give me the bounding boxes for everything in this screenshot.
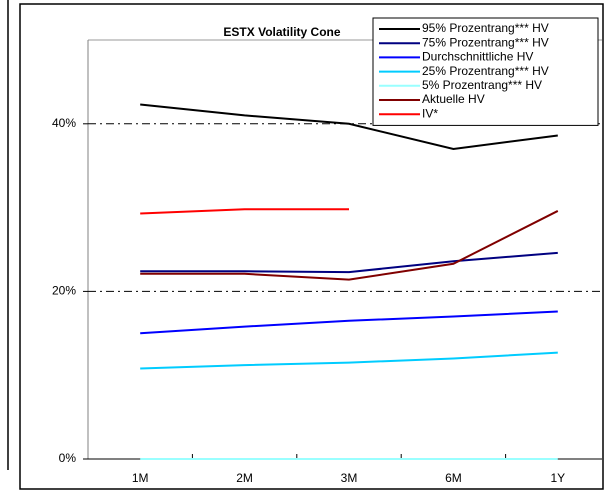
chart-title: ESTX Volatility Cone: [223, 25, 340, 39]
series-line: [140, 351, 558, 370]
legend-label: Aktuelle HV: [422, 92, 485, 106]
x-tick-label: 2M: [236, 471, 253, 485]
y-tick-label: 0%: [59, 451, 77, 465]
legend-label: 5% Prozentrang*** HV: [422, 78, 542, 92]
x-tick-label: 1M: [132, 471, 149, 485]
x-tick-label: 6M: [445, 471, 462, 485]
x-tick-label: 3M: [341, 471, 358, 485]
series-line: [140, 208, 349, 215]
legend-label: 95% Prozentrang*** HV: [422, 21, 549, 35]
y-tick-label: 20%: [52, 284, 76, 298]
y-tick-label: 40%: [52, 116, 76, 130]
series-line: [140, 210, 559, 281]
series-line: [140, 310, 558, 335]
legend-label: 75% Prozentrang*** HV: [422, 35, 549, 49]
plot-area: 0% 20% 40% 1M 2M 3M 6M 1Y: [52, 39, 602, 485]
legend-label: Durchschnittliche HV: [422, 50, 533, 64]
series-line: [140, 103, 558, 150]
legend-label: 25% Prozentrang*** HV: [422, 64, 549, 78]
legend-label: IV*: [422, 106, 438, 120]
x-tick-label: 1Y: [550, 471, 565, 485]
series-line: [140, 251, 558, 274]
